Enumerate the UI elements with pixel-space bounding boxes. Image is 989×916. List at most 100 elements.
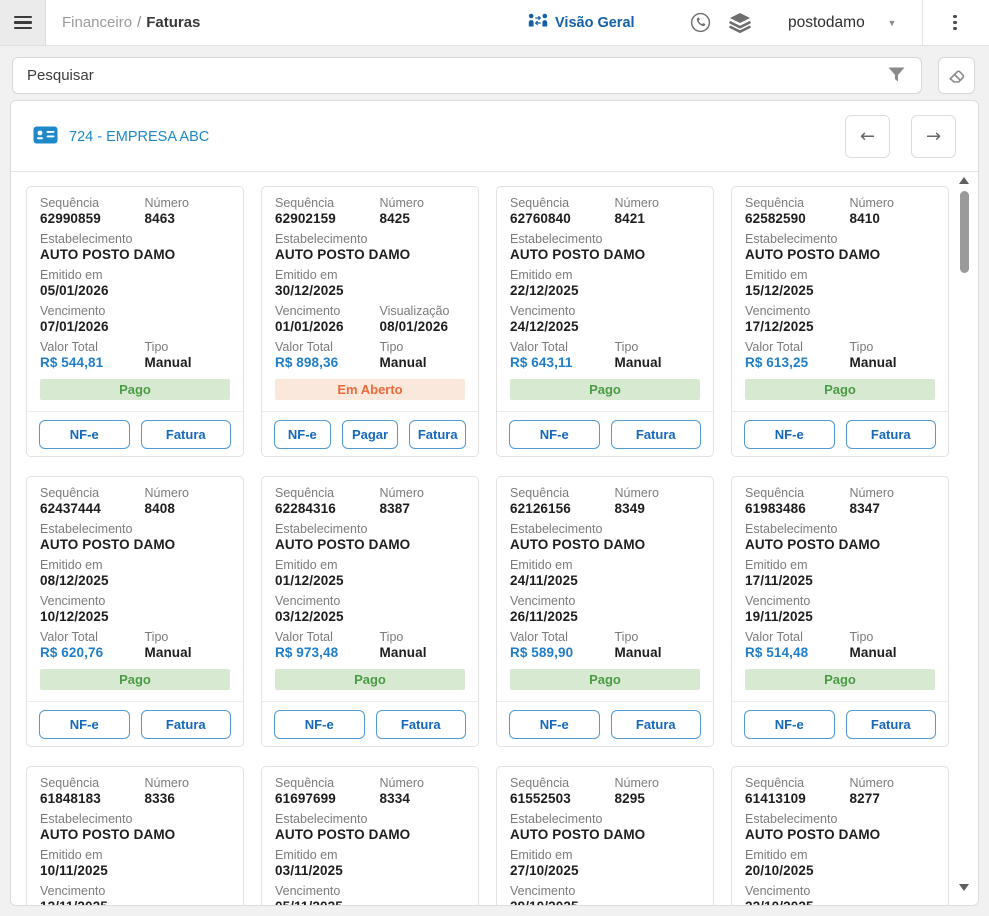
fatura-button[interactable]: Fatura <box>845 420 936 449</box>
hamburger-menu-button[interactable] <box>0 0 46 45</box>
emitido-em-value: 15/12/2025 <box>745 283 814 298</box>
next-page-button[interactable]: → <box>911 115 956 158</box>
caret-down-icon[interactable]: ▼ <box>887 17 897 28</box>
prev-page-button[interactable]: ← <box>845 115 890 158</box>
nfe-button[interactable]: NF-e <box>274 420 331 449</box>
visualizacao-value: 08/01/2026 <box>379 319 449 334</box>
layers-button[interactable] <box>724 0 756 45</box>
emitido-em-label: Emitido em <box>275 268 338 282</box>
arrow-right-icon: → <box>925 126 942 147</box>
overview-link[interactable]: Visão Geral <box>528 0 635 45</box>
card-actions: NF-e Pagar Fatura <box>262 411 478 456</box>
vencimento-value: 29/10/2025 <box>510 899 615 905</box>
nfe-button[interactable]: NF-e <box>509 710 600 739</box>
whatsapp-icon <box>690 12 710 33</box>
nfe-button[interactable]: NF-e <box>39 420 130 449</box>
numero-value: 8277 <box>849 791 880 806</box>
card-actions: NF-e Fatura <box>27 701 243 746</box>
vencimento-label: Vencimento <box>745 884 811 898</box>
kebab-menu-button[interactable] <box>938 0 972 45</box>
sequencia-value: 62582590 <box>745 211 806 226</box>
tipo-value: Manual <box>614 645 662 660</box>
vencimento-value: 19/11/2025 <box>745 609 813 624</box>
account-name[interactable]: postodamo <box>788 13 865 31</box>
company-selector[interactable]: 724 - EMPRESA ABC <box>33 101 209 172</box>
estabelecimento-label: Estabelecimento <box>510 522 603 536</box>
vencimento-label: Vencimento <box>275 884 341 898</box>
numero-label: Número <box>614 486 659 500</box>
valor-total-label: Valor Total <box>510 340 568 354</box>
tipo-value: Manual <box>849 355 897 370</box>
fatura-button[interactable]: Fatura <box>375 710 466 739</box>
valor-total-value: R$ 898,36 <box>275 355 339 370</box>
nfe-button[interactable]: NF-e <box>274 710 365 739</box>
numero-value: 8387 <box>379 501 410 516</box>
nfe-button[interactable]: NF-e <box>509 420 600 449</box>
sequencia-value: 61697699 <box>275 791 336 806</box>
tipo-label: Tipo <box>849 340 874 354</box>
filter-funnel-icon[interactable] <box>888 67 905 87</box>
numero-value: 8347 <box>849 501 880 516</box>
fatura-button[interactable]: Fatura <box>610 710 701 739</box>
emitido-em-label: Emitido em <box>510 848 573 862</box>
sequencia-value: 62126156 <box>510 501 571 516</box>
vencimento-label: Vencimento <box>745 594 811 608</box>
estabelecimento-value: AUTO POSTO DAMO <box>510 827 646 842</box>
estabelecimento-label: Estabelecimento <box>40 812 133 826</box>
clear-search-button[interactable] <box>938 57 975 94</box>
invoice-card: Sequência 62437444 Número 8408 Estabelec… <box>26 476 244 747</box>
pagar-button[interactable]: Pagar <box>341 420 399 449</box>
invoice-card: Sequência 61848183 Número 8336 Estabelec… <box>26 766 244 905</box>
fatura-button[interactable]: Fatura <box>140 710 231 739</box>
card-actions: NF-e Fatura <box>497 411 713 456</box>
valor-total-value: R$ 620,76 <box>40 645 104 660</box>
status-badge: Pago <box>275 669 465 690</box>
breadcrumb-section[interactable]: Financeiro <box>62 14 133 31</box>
fatura-button[interactable]: Fatura <box>409 420 467 449</box>
valor-total-label: Valor Total <box>745 630 803 644</box>
numero-value: 8425 <box>379 211 410 226</box>
estabelecimento-label: Estabelecimento <box>510 812 603 826</box>
numero-label: Número <box>144 776 189 790</box>
tipo-value: Manual <box>379 355 427 370</box>
sequencia-label: Sequência <box>275 196 335 210</box>
sequencia-value: 62284316 <box>275 501 336 516</box>
card-actions: NF-e Fatura <box>732 701 948 746</box>
tipo-label: Tipo <box>614 340 639 354</box>
estabelecimento-value: AUTO POSTO DAMO <box>40 537 176 552</box>
search-bar-row <box>0 46 989 100</box>
fatura-button[interactable]: Fatura <box>845 710 936 739</box>
scrollbar-up-arrow[interactable] <box>959 177 969 184</box>
invoice-card: Sequência 62902159 Número 8425 Estabelec… <box>261 186 479 457</box>
sequencia-value: 61552503 <box>510 791 571 806</box>
whatsapp-button[interactable] <box>686 0 714 45</box>
tipo-label: Tipo <box>614 630 639 644</box>
estabelecimento-label: Estabelecimento <box>745 232 838 246</box>
fatura-button[interactable]: Fatura <box>610 420 701 449</box>
card-actions: NF-e Fatura <box>497 701 713 746</box>
invoice-card: Sequência 61697699 Número 8334 Estabelec… <box>261 766 479 905</box>
vencimento-label: Vencimento <box>40 594 106 608</box>
sequencia-label: Sequência <box>510 486 570 500</box>
numero-value: 8410 <box>849 211 880 226</box>
scrollbar-down-arrow[interactable] <box>959 884 969 891</box>
nfe-button[interactable]: NF-e <box>744 420 835 449</box>
company-label: 724 - EMPRESA ABC <box>69 128 210 145</box>
vencimento-value: 26/11/2025 <box>510 609 578 624</box>
sequencia-value: 61983486 <box>745 501 806 516</box>
search-input[interactable] <box>12 57 922 94</box>
vencimento-label: Vencimento <box>275 594 341 608</box>
kebab-menu-icon <box>953 14 957 19</box>
vencimento-value: 12/11/2025 <box>40 899 145 905</box>
sequencia-label: Sequência <box>745 196 805 210</box>
numero-label: Número <box>849 486 894 500</box>
valor-total-label: Valor Total <box>40 340 98 354</box>
card-actions: NF-e Fatura <box>262 701 478 746</box>
scrollbar-thumb[interactable] <box>960 191 969 273</box>
invoice-card: Sequência 62990859 Número 8463 Estabelec… <box>26 186 244 457</box>
fatura-button[interactable]: Fatura <box>140 420 231 449</box>
nfe-button[interactable]: NF-e <box>39 710 130 739</box>
nfe-button[interactable]: NF-e <box>744 710 835 739</box>
status-badge: Pago <box>745 379 935 400</box>
scrollbar[interactable] <box>958 175 971 899</box>
